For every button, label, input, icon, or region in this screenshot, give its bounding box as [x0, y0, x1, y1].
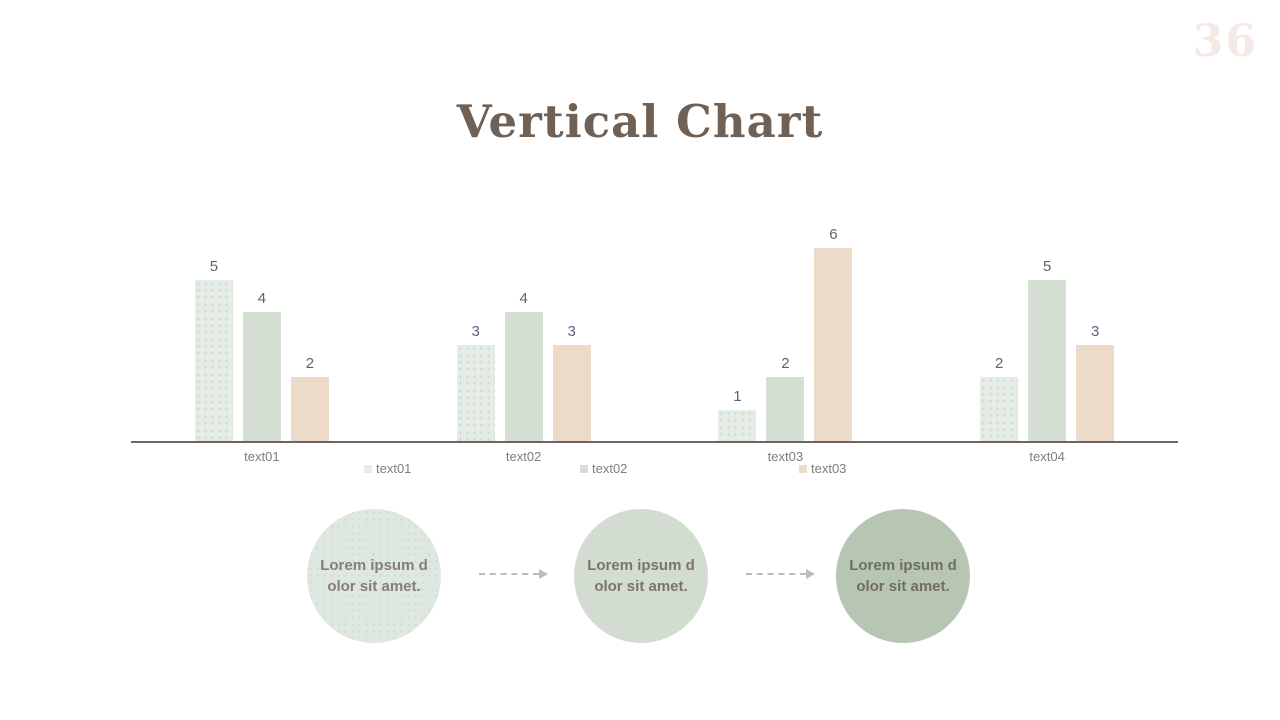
arrow-head-icon [539, 569, 548, 579]
bar-value-label: 3 [567, 322, 576, 340]
legend-label: text02 [592, 461, 628, 476]
bar-text01-text01: 5 [194, 258, 233, 442]
legend-entry-text03: text03 [799, 461, 846, 476]
dashed-arrow-icon-2 [746, 569, 815, 579]
page-number: 36 [1192, 16, 1258, 67]
process-step-text: Lorem ipsum d olor sit amet. [849, 557, 957, 595]
bar-chart: 5 4 2 text01 3 4 3 text02 1 2 6 text03 2 5 3 text04 [131, 200, 1178, 464]
bar-text02-text02: 4 [504, 290, 543, 442]
category-label-text04: text04 [1029, 449, 1065, 464]
legend-entry-text01: text01 [364, 461, 411, 476]
legend-entry-text02: text02 [580, 461, 627, 476]
bar-group-text03: 1 2 6 text03 [655, 200, 917, 464]
bar-text02-text04: 5 [1028, 258, 1067, 442]
legend-label: text03 [811, 461, 847, 476]
page-title: Vertical Chart [456, 95, 824, 148]
bar-value-label: 4 [257, 290, 267, 308]
bar-value-label: 6 [829, 225, 838, 243]
arrow-head-icon [806, 569, 815, 579]
bar-text03-text01: 2 [290, 355, 329, 442]
category-label-text01: text01 [244, 449, 280, 464]
category-label-text03: text03 [767, 449, 804, 464]
bar-text03-text02: 3 [552, 323, 591, 442]
legend-swatch-icon [364, 464, 372, 473]
bar-text01-text04: 2 [980, 355, 1019, 442]
process-step-text: Lorem ipsum d olor sit amet. [320, 557, 428, 595]
bar-text01-text03: 1 [718, 388, 757, 442]
bar-value-label: 5 [209, 258, 219, 275]
dashed-arrow-icon-1 [479, 569, 548, 579]
bar-value-label: 5 [1042, 258, 1052, 275]
process-step-circle-3: Lorem ipsum d olor sit amet. [836, 509, 970, 643]
bar-text03-text04: 3 [1076, 323, 1115, 442]
bar-group-text02: 3 4 3 text02 [393, 200, 655, 464]
bar-value-label: 2 [781, 355, 790, 373]
bar-text01-text02: 3 [456, 323, 495, 442]
legend-swatch-icon [580, 464, 588, 473]
bar-value-label: 3 [1090, 322, 1100, 340]
category-label-text02: text02 [505, 449, 542, 464]
process-step-circle-2: Lorem ipsum d olor sit amet. [574, 509, 708, 643]
process-step-text: Lorem ipsum d olor sit amet. [587, 557, 695, 595]
bar-value-label: 1 [733, 387, 742, 405]
process-step-circle-1: Lorem ipsum d olor sit amet. [307, 509, 441, 643]
bar-text03-text03: 6 [814, 226, 853, 442]
bar-value-label: 2 [994, 355, 1004, 373]
legend-swatch-icon [799, 464, 807, 473]
bar-value-label: 4 [519, 290, 528, 308]
bar-value-label: 2 [305, 355, 315, 373]
legend-label: text01 [376, 461, 412, 476]
x-axis-line [131, 441, 1178, 443]
bar-value-label: 3 [471, 322, 480, 340]
bar-group-text01: 5 4 2 text01 [131, 200, 393, 464]
bar-group-text04: 2 5 3 text04 [916, 200, 1178, 464]
bar-text02-text03: 2 [766, 355, 805, 442]
bar-text02-text01: 4 [242, 290, 281, 442]
